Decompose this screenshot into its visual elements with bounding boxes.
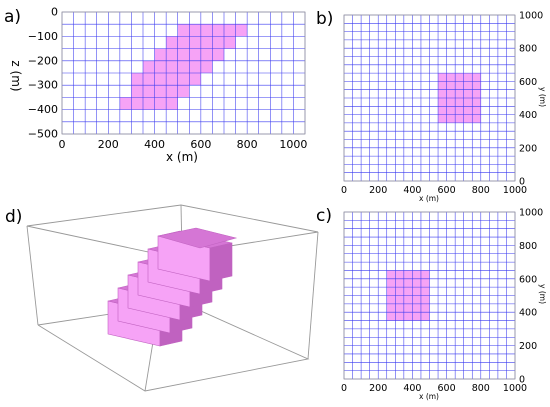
y-tick-label: 0 [519,177,525,188]
stair-top-cap [157,227,238,249]
y-tick-label: 0 [519,375,525,386]
x-tick-label: 800 [472,185,490,196]
x-tick-label: 400 [144,138,165,151]
x-tick-label: 0 [59,138,66,151]
x-tick-label: 600 [438,383,456,394]
panel-a-xlabel: x (m) [166,150,198,164]
x-tick-label: 1000 [503,383,527,394]
y-tick-label: −400 [28,103,58,116]
x-tick-label: 1000 [279,138,307,151]
x-tick-label: 1000 [503,185,527,196]
panel-b-ylabel: y (m) [538,87,547,107]
y-tick-label: 1000 [519,208,543,219]
panel-label-b: b) [316,9,333,29]
y-tick-label: 0 [51,6,58,19]
panel-a-ylabel: z (m) [9,60,23,91]
panel-label-a: a) [4,7,21,27]
stair-step-side [209,242,233,282]
plot-frame [61,11,306,135]
y-tick-label: −300 [28,79,58,92]
x-tick-label: 600 [190,138,211,151]
y-tick-label: −200 [28,54,58,67]
y-tick-label: 1000 [519,11,543,22]
x-tick-label: 200 [369,185,387,196]
x-tick-label: 800 [472,383,490,394]
x-tick-label: 0 [341,383,347,394]
panel-label-c: c) [316,206,332,226]
stair-body [107,227,238,347]
y-tick-label: 400 [519,308,537,319]
panel-c-xlabel: x (m) [419,392,439,401]
x-tick-label: 200 [369,383,387,394]
anomaly-body-cell [119,97,178,110]
panel-a-cross-section: 0 200 400 600 800 1000 0 −100 −200 −300 −400 −500 [28,6,308,152]
y-tick-label: −500 [28,128,58,141]
x-tick-label: 200 [98,138,119,151]
panel-c-ylabel: y (m) [538,284,547,304]
x-tick-label: 400 [403,185,421,196]
y-tick-label: 400 [519,110,537,121]
y-tick-label: −100 [28,30,58,43]
x-tick-label: 600 [438,185,456,196]
x-tick-label: 400 [403,383,421,394]
y-tick-label: 800 [519,44,537,55]
panel-d-3d-view [26,204,319,392]
y-tick-label: 200 [519,341,537,352]
plot-frame [343,14,516,182]
bounding-box-edge [26,225,39,326]
x-tick-label: 0 [341,185,347,196]
bounding-box-edge [307,231,319,360]
panel-b-xlabel: x (m) [419,194,439,203]
anomaly-body-cell [131,85,190,98]
x-tick-label: 800 [237,138,258,151]
y-tick-label: 600 [519,274,537,285]
panel-label-d: d) [5,207,22,227]
plot-frame [343,211,516,380]
y-tick-label: 600 [519,77,537,88]
y-tick-label: 800 [519,241,537,252]
y-tick-label: 200 [519,143,537,154]
